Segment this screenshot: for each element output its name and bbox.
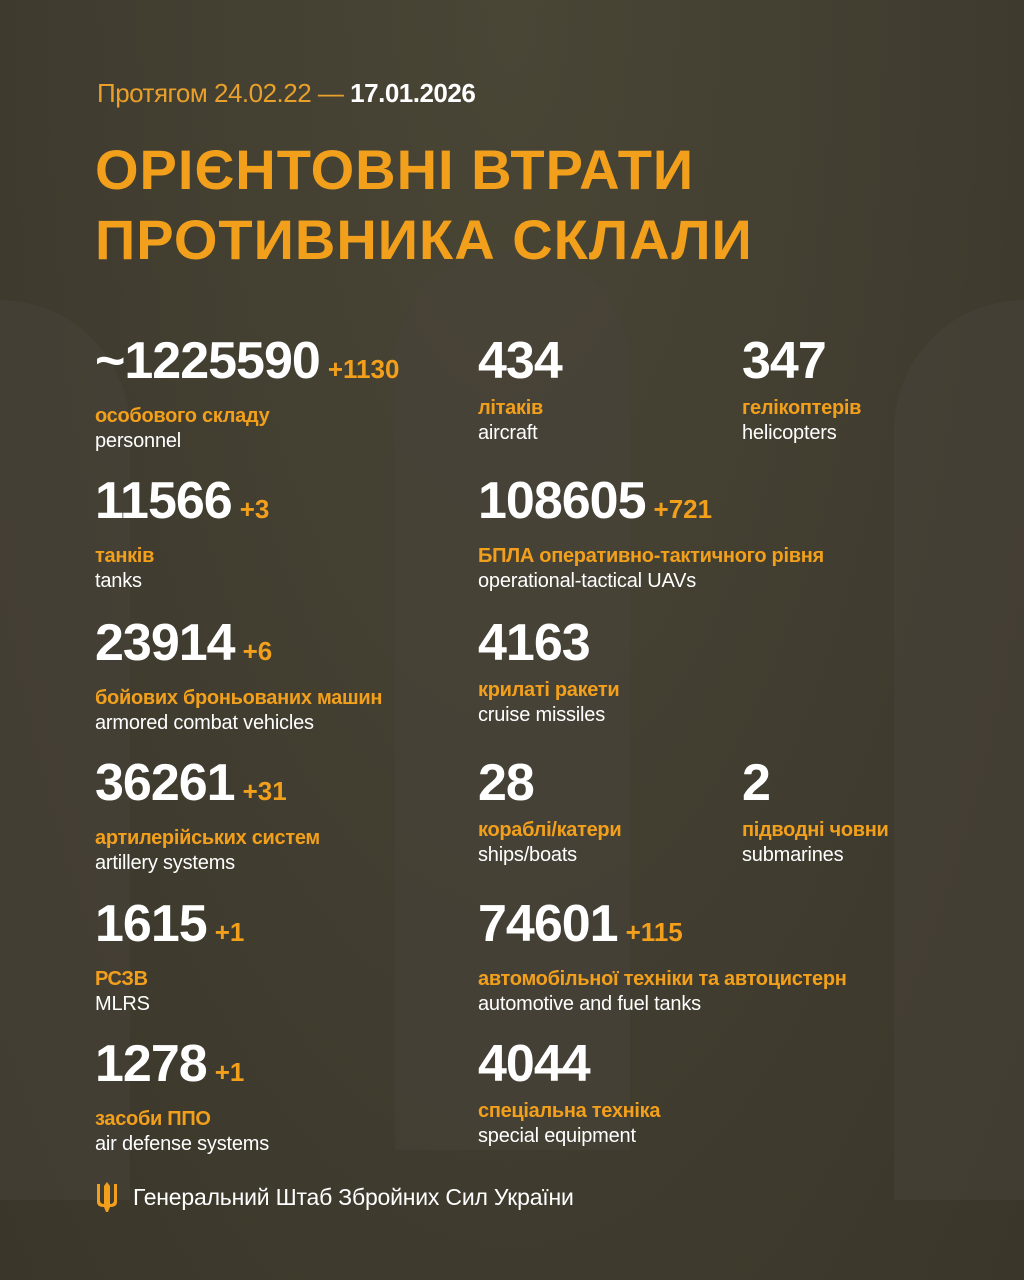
background-trident-shape bbox=[395, 250, 630, 1150]
stat-tanks: 11566 +3 танків tanks bbox=[95, 475, 269, 593]
stat-label-en: MLRS bbox=[95, 993, 150, 1015]
stat-value: 347 bbox=[742, 335, 861, 387]
footer-text: Генеральний Штаб Збройних Сил України bbox=[133, 1183, 574, 1210]
stat-value: 23914 +6 bbox=[95, 617, 382, 677]
stat-delta: +115 bbox=[625, 917, 683, 947]
stat-value: 1615 +1 bbox=[95, 898, 244, 958]
stat-label-ua: танків bbox=[95, 545, 155, 567]
title-line: ПРОТИВНИКА СКЛАЛИ bbox=[95, 208, 753, 271]
stat-value: 2 bbox=[742, 757, 889, 809]
stat-label-ua: підводні човни bbox=[742, 819, 889, 841]
background-trident-shape bbox=[894, 300, 1024, 1200]
stat-label-ua: засоби ППО bbox=[95, 1108, 211, 1130]
footer: Генеральний Штаб Збройних Сил України bbox=[95, 1182, 574, 1212]
stat-label-en: tanks bbox=[95, 570, 142, 592]
background-trident-shape bbox=[0, 300, 130, 1200]
stat-artillery-systems: 36261 +31 артилерійських систем artillery s… bbox=[95, 757, 320, 875]
stat-helicopters: 347 гелікоптерів helicopters bbox=[742, 335, 861, 445]
stat-label-en: cruise missiles bbox=[478, 704, 606, 726]
stat-air-defense-systems: 1278 +1 засоби ППО air defense systems bbox=[95, 1038, 269, 1156]
stat-number: 434 bbox=[478, 332, 563, 390]
stat-label-ua: автомобільної техніки та автоцистерн bbox=[478, 968, 847, 990]
stat-label-ua: РСЗВ bbox=[95, 968, 148, 990]
stat-delta: +1130 bbox=[327, 354, 400, 384]
stat-number: 4044 bbox=[478, 1035, 591, 1093]
stat-value: 434 bbox=[478, 332, 563, 390]
stat-delta: +1 bbox=[214, 917, 245, 947]
stat-special-equipment: 4044 спеціальна техніка special equipment bbox=[478, 1038, 661, 1148]
stat-label-en: aircraft bbox=[478, 422, 538, 444]
stat-mlrs: 1615 +1 РСЗВ MLRS bbox=[95, 898, 244, 1016]
stat-label-en: special equipment bbox=[478, 1125, 636, 1147]
stat-cruise-missiles: 4163 крилаті ракети cruise missiles bbox=[478, 617, 620, 727]
stat-ships-boats: 28 кораблі/катери ships/boats bbox=[478, 757, 622, 867]
stat-label-en: ships/boats bbox=[478, 844, 577, 866]
stat-delta: +6 bbox=[242, 636, 273, 666]
stat-label-en: operational-tactical UAVs bbox=[478, 570, 697, 592]
stat-label-en: personnel bbox=[95, 430, 182, 452]
stat-value: 1278 +1 bbox=[95, 1038, 269, 1098]
stat-number: 28 bbox=[478, 754, 535, 812]
stat-number: 1615 bbox=[95, 895, 208, 953]
stat-delta: +3 bbox=[239, 494, 270, 524]
stat-number: 347 bbox=[742, 332, 827, 390]
stat-automotive-and-fuel-tanks: 74601 +115 автомобільної техніки та автоци… bbox=[478, 898, 847, 1016]
stat-number: 23914 bbox=[95, 614, 236, 672]
stat-delta: +721 bbox=[653, 494, 713, 524]
stat-label-ua: кораблі/катери bbox=[478, 819, 622, 841]
stat-label-ua: спеціальна техніка bbox=[478, 1100, 661, 1122]
stat-delta: +31 bbox=[242, 776, 287, 806]
stat-number: 36261 bbox=[95, 754, 236, 812]
stat-value: 4163 bbox=[478, 617, 619, 669]
stat-label-ua: особового складу bbox=[95, 405, 270, 427]
stat-value: 36261 +31 bbox=[95, 757, 320, 817]
stat-label-ua: БПЛА оперативно-тактичного рівня bbox=[478, 545, 824, 567]
stat-number: 1278 bbox=[95, 1035, 208, 1093]
stat-number: 4163 bbox=[478, 614, 591, 672]
stat-personnel: ~1225590 +1130 особового складу personnel bbox=[95, 335, 399, 453]
page-title: ОРІЄНТОВНІ ВТРАТИ ПРОТИВНИКА СКЛАЛИ bbox=[95, 135, 753, 275]
stat-value: 4044 bbox=[478, 1038, 660, 1090]
stat-label-en: armored combat vehicles bbox=[95, 712, 314, 734]
stat-number: 74601 bbox=[478, 895, 619, 953]
title-line: ОРІЄНТОВНІ ВТРАТИ bbox=[95, 138, 695, 201]
stat-label-ua: артилерійських систем bbox=[95, 827, 320, 849]
stat-value: 108605 +721 bbox=[478, 475, 824, 535]
stat-aircraft: 434 літаків aircraft bbox=[478, 332, 563, 445]
stat-value: ~1225590 +1130 bbox=[95, 335, 399, 395]
stat-number: ~1225590 bbox=[95, 332, 321, 390]
stat-number: 108605 bbox=[478, 472, 647, 530]
period: Протягом 24.02.22 — 17.01.2026 bbox=[97, 78, 476, 109]
stat-label-en: air defense systems bbox=[95, 1133, 270, 1155]
stat-submarines: 2 підводні човни submarines bbox=[742, 757, 889, 867]
stat-label-ua: гелікоптерів bbox=[742, 397, 862, 419]
stat-operational-tactical-uavs: 108605 +721 БПЛА оперативно-тактичного рів… bbox=[478, 475, 824, 593]
stat-label-ua: бойових броньованих машин bbox=[95, 687, 383, 709]
stat-delta: +1 bbox=[214, 1057, 245, 1087]
stat-armored-combat-vehicles: 23914 +6 бойових броньованих машин armored … bbox=[95, 617, 382, 735]
stat-value: 74601 +115 bbox=[478, 898, 847, 958]
stat-value: 11566 +3 bbox=[95, 475, 269, 535]
period-prefix: Протягом 24.02.22 — bbox=[97, 78, 344, 108]
period-end-date: 17.01.2026 bbox=[350, 78, 476, 108]
stat-label-en: artillery systems bbox=[95, 852, 235, 874]
stat-number: 11566 bbox=[95, 472, 233, 530]
stat-label-en: submarines bbox=[742, 844, 844, 866]
trident-icon bbox=[97, 1182, 117, 1212]
stat-label-en: automotive and fuel tanks bbox=[478, 993, 701, 1015]
stat-number: 2 bbox=[742, 754, 771, 812]
stat-label-en: helicopters bbox=[742, 422, 837, 444]
stat-value: 28 bbox=[478, 757, 621, 809]
stat-label-ua: крилаті ракети bbox=[478, 679, 620, 701]
stat-label-ua: літаків bbox=[478, 397, 543, 419]
